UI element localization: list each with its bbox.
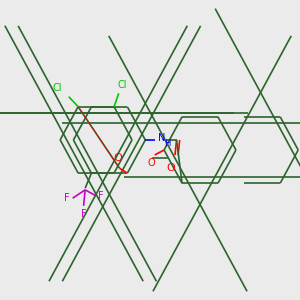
Text: F: F: [64, 193, 70, 203]
Text: F: F: [98, 191, 103, 201]
Text: H: H: [164, 139, 170, 148]
Text: F: F: [81, 209, 86, 219]
Text: Cl: Cl: [53, 83, 62, 93]
Text: Cl: Cl: [117, 80, 127, 90]
Text: O: O: [166, 163, 175, 173]
Text: O: O: [148, 158, 155, 168]
Text: O: O: [114, 153, 122, 163]
Text: N: N: [158, 133, 165, 143]
